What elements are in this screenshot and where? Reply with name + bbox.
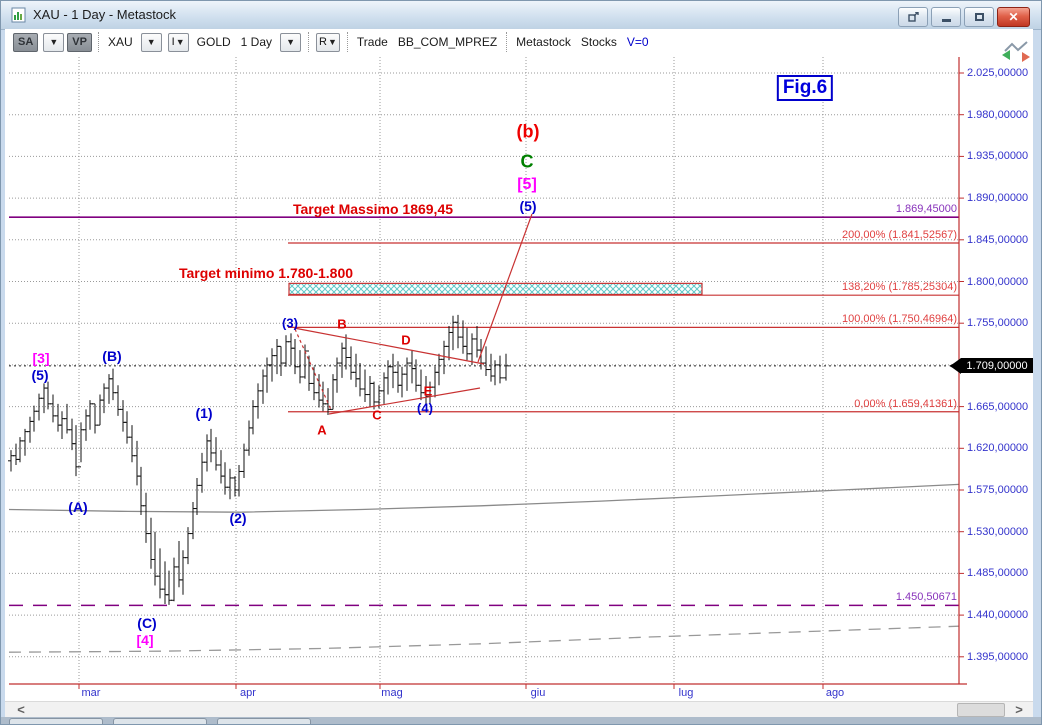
symbol-dropdown[interactable]: ▼	[140, 32, 162, 52]
layout-label: BB_COM_MPREZ	[397, 35, 498, 49]
sa-button[interactable]: SA	[13, 32, 39, 52]
toolbar: SA ▼ VP XAU ▼ I ▼ GOLD 1 Day ▼ R ▼ Trade BB_COM_MPREZ…	[5, 29, 1033, 55]
horizontal-scrollbar[interactable]: < >	[5, 701, 1033, 717]
chart-background	[5, 55, 1033, 701]
toolbar-separator	[346, 32, 348, 52]
scroll-left-arrow[interactable]: <	[17, 702, 25, 717]
popout-window-button[interactable]	[898, 7, 928, 27]
minimize-button[interactable]	[931, 7, 961, 27]
vp-button[interactable]: VP	[67, 32, 92, 52]
metastock-label: Metastock	[516, 35, 571, 49]
r-dropdown[interactable]: R ▼	[316, 32, 340, 52]
chevron-down-icon: ▼	[175, 37, 185, 47]
app-icon	[11, 7, 27, 28]
scrollbar-thumb[interactable]	[957, 703, 1005, 717]
last-price-arrow-icon	[950, 357, 961, 374]
chart-switch-icon[interactable]	[1001, 39, 1031, 68]
sheet-tab[interactable]	[9, 718, 103, 724]
period-dropdown[interactable]: ▼	[280, 32, 302, 52]
maximize-icon	[974, 13, 984, 21]
sheet-tab[interactable]	[113, 718, 207, 724]
last-price-tag: 1.709,00000	[961, 358, 1033, 374]
period-label: 1 Day	[240, 35, 273, 49]
close-icon: ✕	[1008, 10, 1019, 24]
window-title: XAU - 1 Day - Metastock	[33, 7, 177, 22]
symbol-label: XAU	[107, 35, 133, 49]
scroll-right-arrow[interactable]: >	[1015, 702, 1023, 717]
trade-label: Trade	[356, 35, 388, 49]
volume-label: V=0	[626, 35, 649, 49]
r-dropdown-label: R	[319, 36, 327, 48]
sheet-tab[interactable]	[217, 718, 311, 724]
sheet-tab-strip	[1, 717, 1041, 724]
indicator-dropdown-label: I	[171, 36, 175, 48]
minimize-icon	[941, 19, 951, 22]
indicator-dropdown[interactable]: I ▼	[167, 32, 189, 52]
chevron-down-icon: ▼	[327, 37, 337, 47]
stocks-label: Stocks	[580, 35, 617, 49]
toolbar-separator	[308, 32, 310, 52]
maximize-button[interactable]	[964, 7, 994, 27]
close-button[interactable]: ✕	[997, 7, 1030, 27]
toolbar-separator	[97, 32, 99, 52]
toolbar-separator	[506, 32, 508, 52]
sa-dropdown[interactable]: ▼	[43, 32, 65, 52]
instrument-label: GOLD	[196, 35, 231, 49]
